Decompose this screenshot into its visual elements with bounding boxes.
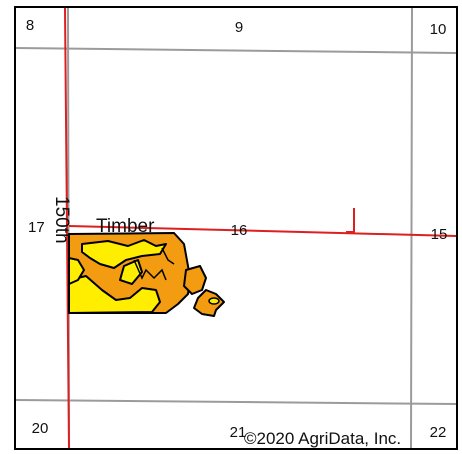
roads — [64, 8, 456, 448]
section-label-21: 21 — [230, 424, 247, 441]
soil-polygon-yellow-north — [81, 239, 167, 269]
section-label-9: 9 — [235, 19, 243, 36]
section-line-north — [16, 47, 456, 54]
section-label-16: 16 — [231, 222, 248, 239]
soil-polygon-yellow-south — [68, 275, 161, 314]
section-label-20: 20 — [32, 420, 49, 437]
soil-boundaries — [133, 247, 220, 305]
map-canvas: 8 9 10 17 16 15 20 21 22 Timber 150th ©2… — [16, 8, 456, 448]
section-label-15: 15 — [431, 226, 448, 243]
soil-inclusion — [208, 297, 220, 305]
soil-polygon-yellow-west — [68, 257, 85, 285]
section-label-8: 8 — [26, 17, 34, 34]
road-150th — [64, 8, 70, 448]
section-label-17: 17 — [28, 219, 45, 236]
soil-boundary-line — [161, 247, 175, 265]
road-label-150th: 150th — [51, 196, 72, 244]
section-label-10: 10 — [430, 21, 447, 38]
road-label-timber: Timber — [96, 216, 155, 237]
section-labels: 8 9 10 17 16 15 20 21 22 — [26, 17, 448, 441]
soil-polygon-east-lobe — [183, 265, 207, 295]
soil-polygons — [68, 232, 225, 317]
soil-boundary-line — [133, 259, 167, 281]
road-spur — [346, 208, 355, 233]
road-timber — [68, 225, 456, 237]
section-line-east — [410, 8, 413, 448]
section-label-22: 22 — [430, 424, 447, 441]
soil-map: 8 9 10 17 16 15 20 21 22 Timber 150th ©2… — [14, 6, 458, 450]
section-line-south — [16, 399, 456, 405]
soil-polygon-outlier — [193, 289, 225, 317]
copyright-notice: ©2020 AgriData, Inc. — [244, 429, 401, 448]
